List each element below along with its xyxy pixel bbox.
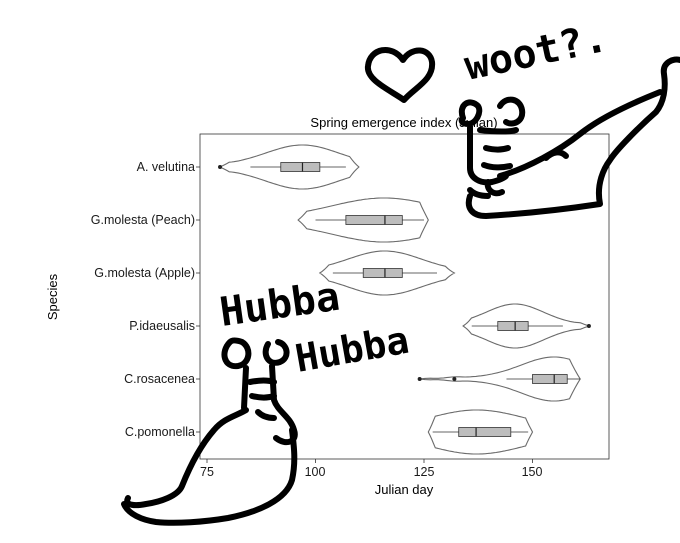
box-iqr bbox=[458, 427, 512, 437]
chart-title: Spring emergence index (Julian) bbox=[310, 115, 497, 130]
woot-annotation: woot?. bbox=[461, 15, 612, 90]
y-tick-label: P.idaeusalis bbox=[129, 319, 195, 333]
y-tick-label: A. velutina bbox=[137, 160, 195, 174]
outlier-point bbox=[452, 377, 457, 381]
x-tick-label: 125 bbox=[414, 465, 435, 479]
chart-marks bbox=[196, 144, 591, 463]
heart-doodle bbox=[365, 47, 436, 103]
box-iqr bbox=[532, 374, 568, 384]
outlier-point bbox=[586, 324, 591, 328]
y-axis-title: Species bbox=[45, 273, 60, 320]
creature-doodle-right bbox=[458, 56, 680, 219]
hubba-annotation-2: Hubba bbox=[292, 318, 412, 381]
outlier-point bbox=[218, 165, 223, 169]
y-tick-label: C.rosacenea bbox=[124, 372, 195, 386]
box-iqr bbox=[362, 268, 403, 278]
box-iqr bbox=[280, 162, 321, 172]
y-tick-label: C.pomonella bbox=[125, 425, 195, 439]
outlier-point bbox=[417, 377, 422, 381]
box-iqr bbox=[497, 321, 529, 331]
plot-panel bbox=[199, 133, 610, 460]
y-tick-label: G.molesta (Apple) bbox=[94, 266, 195, 280]
hubba-annotation-1: Hubba bbox=[217, 274, 343, 336]
x-tick-label: 150 bbox=[522, 465, 543, 479]
x-axis-title: Julian day bbox=[375, 482, 434, 497]
box-iqr bbox=[345, 215, 403, 225]
x-tick-label: 100 bbox=[305, 465, 326, 479]
x-tick-label: 75 bbox=[200, 465, 214, 479]
y-tick-label: G.molesta (Peach) bbox=[91, 213, 195, 227]
creature-doodle-left bbox=[121, 337, 298, 526]
